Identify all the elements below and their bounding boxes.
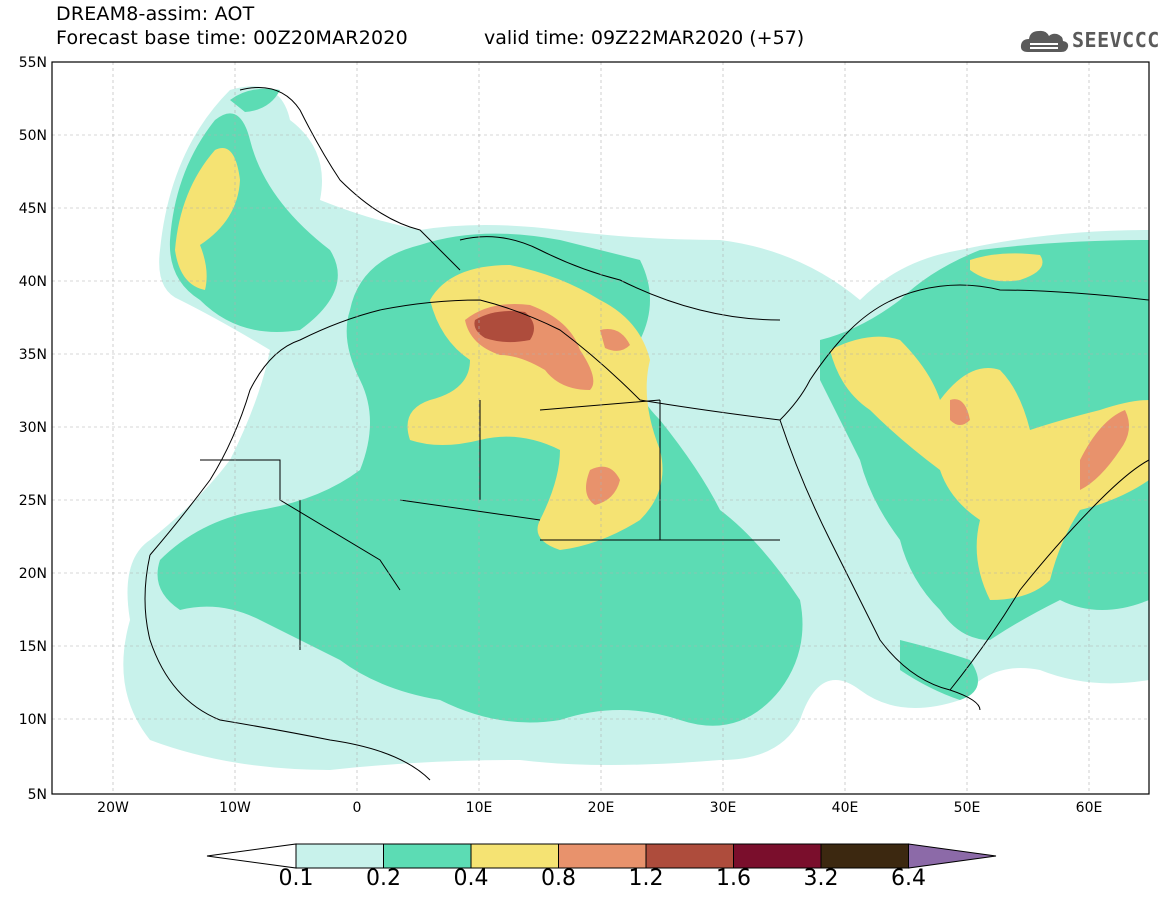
- colorbar-label: 0.1: [278, 866, 314, 891]
- lat-label: 5N: [28, 787, 47, 803]
- lat-label: 40N: [19, 274, 47, 290]
- lat-label: 45N: [19, 201, 47, 217]
- lon-label: 20E: [588, 800, 615, 816]
- lon-label: 60E: [1076, 800, 1103, 816]
- colorbar-box: [820, 843, 909, 869]
- lat-label: 20N: [19, 566, 47, 582]
- lat-label: 15N: [19, 639, 47, 655]
- colorbar-label: 0.4: [453, 866, 489, 891]
- lon-label: 40E: [832, 800, 859, 816]
- lon-label: 30E: [710, 800, 737, 816]
- colorbar-label: 0.2: [366, 866, 401, 891]
- colorbar-box: [470, 843, 559, 869]
- seevccc-logo: SEEVCCC: [1018, 24, 1160, 58]
- lat-label: 35N: [19, 347, 47, 363]
- colorbar-box: [645, 843, 734, 869]
- cloud-icon: [1020, 30, 1069, 52]
- colorbar-box: [558, 843, 647, 869]
- valid-time: valid time: 09Z22MAR2020 (+57): [484, 27, 805, 49]
- lat-label: 10N: [19, 712, 47, 728]
- colorbar-label: 1.2: [628, 866, 664, 891]
- aot-level-1.2: [474, 311, 534, 343]
- lon-label: 0: [353, 800, 362, 816]
- aot-shading: [123, 86, 1149, 770]
- lat-label: 50N: [19, 128, 47, 144]
- colorbar-label: 3.2: [803, 866, 839, 891]
- lon-axis: 20W 10W 0 10E 20E 30E 40E 50E 60E: [97, 800, 1102, 816]
- colorbar-arrow-left: [206, 843, 297, 869]
- lat-label: 25N: [19, 493, 47, 509]
- lon-label: 10W: [219, 800, 251, 816]
- map-frame: [51, 61, 1150, 795]
- lon-label: 50E: [954, 800, 981, 816]
- lon-label: 10E: [466, 800, 493, 816]
- logo-text: SEEVCCC: [1072, 28, 1160, 52]
- colorbar-label: 1.6: [716, 866, 751, 891]
- lat-axis: 55N 50N 45N 40N 35N 30N 25N 20N 15N 10N …: [19, 55, 47, 803]
- lon-label: 20W: [97, 800, 129, 816]
- lat-label: 55N: [19, 55, 47, 71]
- colorbar-arrow-right: [908, 843, 997, 869]
- forecast-base-time: Forecast base time: 00Z20MAR2020: [56, 27, 408, 49]
- colorbar-label: 6.4: [891, 866, 926, 891]
- colorbar-box: [295, 843, 384, 869]
- colorbar-box: [383, 843, 472, 869]
- colorbar-box: [733, 843, 822, 869]
- coastlines: [144, 87, 1149, 781]
- graticule: [52, 62, 1149, 794]
- lat-label: 30N: [19, 420, 47, 436]
- colorbar: [206, 843, 997, 869]
- colorbar-label: 0.8: [541, 866, 576, 891]
- map-title: DREAM8-assim: AOT: [56, 3, 255, 25]
